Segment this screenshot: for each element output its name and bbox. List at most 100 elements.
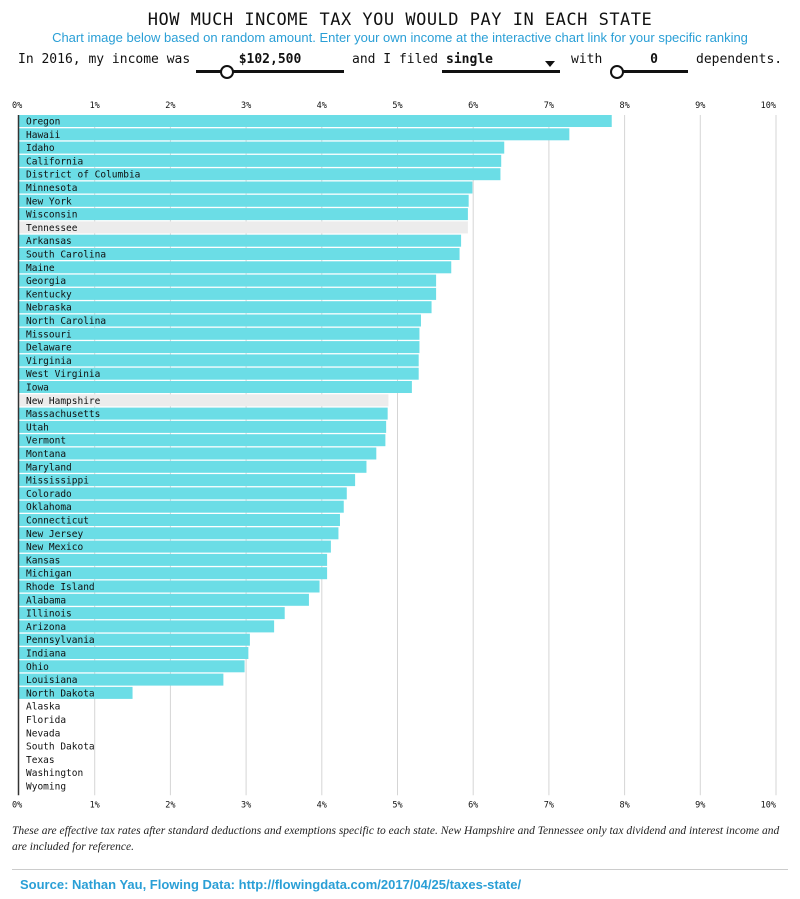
x-tick-label-top: 9% bbox=[695, 101, 705, 111]
bar[interactable] bbox=[19, 341, 420, 354]
income-controls: In 2016, my income was $102,500 and I fi… bbox=[0, 50, 800, 80]
chevron-down-icon[interactable] bbox=[545, 61, 555, 67]
state-label: Massachusetts bbox=[26, 409, 100, 420]
state-label: Idaho bbox=[26, 143, 55, 154]
bar[interactable] bbox=[19, 487, 347, 500]
dependents-slider-track[interactable] bbox=[616, 70, 688, 73]
income-slider-track[interactable] bbox=[196, 70, 344, 73]
state-label: Alabama bbox=[26, 595, 66, 606]
state-label: Ohio bbox=[26, 662, 49, 673]
state-label: Iowa bbox=[26, 383, 49, 394]
x-tick-label-bottom: 4% bbox=[317, 800, 327, 810]
bar[interactable] bbox=[19, 514, 340, 526]
state-label: Alaska bbox=[26, 702, 60, 713]
state-label: Mississippi bbox=[26, 476, 89, 487]
bar[interactable] bbox=[19, 301, 432, 314]
state-label: Washington bbox=[26, 768, 83, 779]
bar[interactable] bbox=[19, 633, 250, 646]
bar[interactable] bbox=[19, 354, 419, 367]
x-tick-label-top: 10% bbox=[761, 101, 776, 111]
bar[interactable] bbox=[19, 181, 473, 194]
x-tick-label-bottom: 6% bbox=[468, 800, 478, 810]
income-prefix-label: In 2016, my income was bbox=[18, 52, 191, 67]
x-tick-label-top: 6% bbox=[468, 101, 478, 111]
x-tick-label-top: 7% bbox=[544, 101, 554, 111]
state-label: Vermont bbox=[26, 436, 66, 447]
x-tick-label-bottom: 1% bbox=[90, 800, 100, 810]
bar[interactable] bbox=[19, 447, 377, 460]
bar[interactable] bbox=[19, 607, 285, 620]
state-label: Arizona bbox=[26, 622, 66, 633]
bar[interactable] bbox=[19, 115, 612, 127]
bar[interactable] bbox=[19, 208, 468, 221]
bar[interactable] bbox=[19, 567, 328, 580]
bar[interactable] bbox=[19, 647, 249, 659]
state-label: Kentucky bbox=[26, 289, 72, 300]
bar[interactable] bbox=[19, 500, 344, 513]
filing-status-select[interactable]: single bbox=[446, 52, 493, 67]
x-tick-label-bottom: 2% bbox=[165, 800, 175, 810]
bar[interactable] bbox=[19, 381, 412, 393]
bar[interactable] bbox=[19, 660, 245, 673]
state-label: Nevada bbox=[26, 728, 60, 739]
state-label: Illinois bbox=[26, 609, 72, 620]
bar[interactable] bbox=[19, 460, 367, 473]
bar[interactable] bbox=[19, 154, 502, 167]
bar[interactable] bbox=[19, 287, 437, 300]
state-label: Florida bbox=[26, 715, 66, 726]
bar[interactable] bbox=[19, 128, 570, 141]
bar[interactable] bbox=[19, 367, 419, 380]
bar[interactable] bbox=[19, 314, 421, 327]
state-label: Wisconsin bbox=[26, 210, 77, 221]
bar[interactable] bbox=[19, 274, 437, 287]
bar[interactable] bbox=[19, 540, 331, 553]
state-label: Hawaii bbox=[26, 130, 61, 141]
state-label: Missouri bbox=[26, 329, 72, 340]
income-value[interactable]: $102,500 bbox=[238, 52, 302, 67]
x-tick-label-bottom: 10% bbox=[761, 800, 776, 810]
footer-divider bbox=[12, 869, 788, 870]
chart-subtitle: Chart image below based on random amount… bbox=[52, 30, 748, 45]
bar[interactable] bbox=[19, 420, 387, 433]
state-label: New Jersey bbox=[26, 529, 83, 540]
bar[interactable] bbox=[19, 553, 328, 566]
bar[interactable] bbox=[19, 141, 505, 154]
bar[interactable] bbox=[19, 248, 460, 260]
x-tick-label-top: 4% bbox=[317, 101, 327, 111]
source-link[interactable]: Source: Nathan Yau, Flowing Data: http:/… bbox=[20, 877, 522, 892]
bar[interactable] bbox=[19, 686, 133, 699]
state-label: Virginia bbox=[26, 356, 72, 367]
bar[interactable] bbox=[19, 673, 224, 686]
state-label: Louisiana bbox=[26, 675, 77, 686]
x-tick-label-bottom: 5% bbox=[392, 800, 402, 810]
bar[interactable] bbox=[19, 234, 462, 247]
bar[interactable] bbox=[19, 593, 309, 606]
x-tick-label-top: 5% bbox=[392, 101, 402, 111]
filing-status-underline bbox=[442, 70, 560, 73]
bar[interactable] bbox=[19, 221, 468, 234]
state-label: Arkansas bbox=[26, 236, 72, 247]
bar[interactable] bbox=[19, 580, 320, 593]
state-label: Michigan bbox=[26, 569, 72, 580]
state-label: Minnesota bbox=[26, 183, 77, 194]
bar[interactable] bbox=[19, 474, 356, 487]
income-slider-knob[interactable] bbox=[219, 65, 234, 79]
state-label: New Hampshire bbox=[26, 396, 101, 407]
bar[interactable] bbox=[19, 394, 389, 407]
bar[interactable] bbox=[19, 327, 420, 340]
x-tick-label-bottom: 9% bbox=[695, 800, 705, 810]
bar[interactable] bbox=[19, 434, 386, 447]
dependents-value[interactable]: 0 bbox=[650, 52, 658, 67]
dependents-slider-knob[interactable] bbox=[610, 65, 624, 79]
bar[interactable] bbox=[19, 407, 388, 420]
state-label: Pennsylvania bbox=[26, 635, 95, 646]
bar[interactable] bbox=[19, 168, 501, 181]
state-label: California bbox=[26, 156, 83, 167]
bar[interactable] bbox=[19, 194, 469, 207]
bar[interactable] bbox=[19, 620, 275, 633]
state-label: Oklahoma bbox=[26, 502, 72, 513]
x-tick-label-top: 1% bbox=[90, 101, 100, 111]
bar[interactable] bbox=[19, 261, 452, 274]
chart-title: HOW MUCH INCOME TAX YOU WOULD PAY IN EAC… bbox=[147, 10, 653, 30]
bar[interactable] bbox=[19, 527, 339, 540]
